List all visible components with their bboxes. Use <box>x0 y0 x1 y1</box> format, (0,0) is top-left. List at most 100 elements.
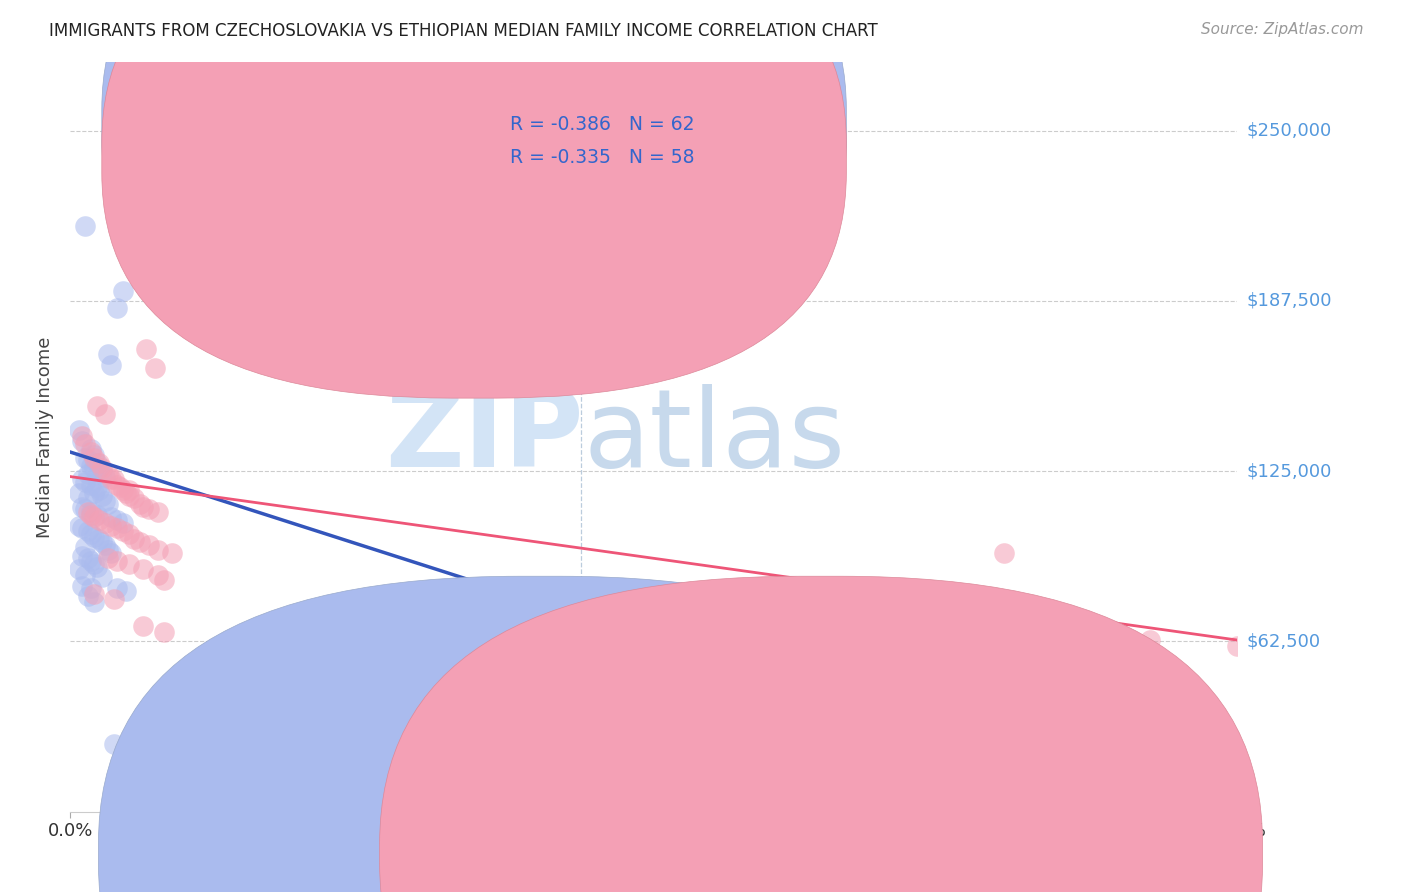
Point <box>149 278 172 293</box>
Point <box>70 428 93 442</box>
Text: IMMIGRANTS FROM CZECHOSLOVAKIA VS ETHIOPIAN MEDIAN FAMILY INCOME CORRELATION CHA: IMMIGRANTS FROM CZECHOSLOVAKIA VS ETHIOP… <box>49 22 877 40</box>
Point <box>111 483 134 498</box>
Point <box>73 541 96 555</box>
Point <box>152 573 174 587</box>
Point <box>118 526 141 541</box>
Point <box>86 508 108 522</box>
Point <box>67 423 90 437</box>
Point <box>80 554 103 568</box>
Point <box>83 461 105 475</box>
Point <box>70 472 93 486</box>
Point <box>100 472 122 486</box>
Point <box>89 533 111 547</box>
Point <box>100 518 122 533</box>
Point <box>129 497 152 511</box>
Point <box>86 456 108 470</box>
Point <box>94 538 117 552</box>
Text: $250,000: $250,000 <box>1247 121 1331 139</box>
Point <box>80 477 103 491</box>
Point <box>118 557 141 571</box>
Point <box>89 483 111 498</box>
Point <box>105 513 128 527</box>
Point <box>105 554 128 568</box>
Point <box>97 543 120 558</box>
Point <box>100 510 122 524</box>
Point <box>73 437 96 451</box>
Text: ZIP: ZIP <box>385 384 583 490</box>
Point <box>73 475 96 489</box>
Point <box>138 538 160 552</box>
Point <box>146 567 169 582</box>
Point <box>105 477 128 491</box>
Point <box>80 458 103 473</box>
Point <box>146 505 169 519</box>
Point <box>97 551 120 566</box>
Point <box>80 445 103 459</box>
FancyBboxPatch shape <box>101 0 846 365</box>
Point <box>105 301 128 315</box>
Point <box>94 407 117 421</box>
Point <box>1226 639 1249 653</box>
Point <box>70 434 93 449</box>
Text: $125,000: $125,000 <box>1247 462 1331 480</box>
Point <box>76 505 98 519</box>
Point <box>111 516 134 530</box>
Point <box>89 456 111 470</box>
Point <box>80 526 103 541</box>
Point <box>80 582 103 596</box>
FancyBboxPatch shape <box>101 0 846 398</box>
Point <box>86 481 108 495</box>
Point <box>143 742 166 756</box>
Point <box>91 535 114 549</box>
Point <box>1080 631 1102 645</box>
Point <box>91 464 114 478</box>
Point <box>111 524 134 538</box>
Point <box>70 549 93 563</box>
Point <box>97 497 120 511</box>
Point <box>80 505 103 519</box>
Point <box>103 737 125 751</box>
Point <box>146 543 169 558</box>
Point <box>91 570 114 584</box>
Text: atlas: atlas <box>583 384 846 490</box>
Point <box>94 469 117 483</box>
Point <box>91 489 114 503</box>
Point <box>105 582 128 596</box>
Text: R = -0.335   N = 58: R = -0.335 N = 58 <box>510 148 695 167</box>
Point <box>152 624 174 639</box>
Point <box>76 551 98 566</box>
Point <box>67 562 90 576</box>
Point <box>83 557 105 571</box>
Point <box>83 450 105 465</box>
Point <box>135 342 157 356</box>
Text: $62,500: $62,500 <box>1247 632 1320 650</box>
Point <box>132 619 155 633</box>
Point <box>67 518 90 533</box>
Point <box>118 489 141 503</box>
Point <box>76 453 98 467</box>
Point <box>80 508 103 522</box>
Point <box>993 546 1015 560</box>
Text: $187,500: $187,500 <box>1247 292 1331 310</box>
Point <box>73 567 96 582</box>
Point <box>89 461 111 475</box>
Point <box>138 502 160 516</box>
Text: Median Family Income: Median Family Income <box>35 336 53 538</box>
Point <box>76 491 98 506</box>
Point <box>73 450 96 465</box>
Point <box>111 285 134 299</box>
Point <box>1139 633 1161 648</box>
Point <box>89 513 111 527</box>
Point <box>83 595 105 609</box>
Point <box>628 633 651 648</box>
Point <box>905 622 928 636</box>
Point <box>132 562 155 576</box>
FancyBboxPatch shape <box>437 103 754 186</box>
Text: Immigrants from Czechoslovakia: Immigrants from Czechoslovakia <box>565 845 852 863</box>
Point <box>76 524 98 538</box>
Point <box>97 347 120 361</box>
Point <box>91 461 114 475</box>
Point <box>129 535 152 549</box>
Point <box>86 399 108 413</box>
Point <box>73 502 96 516</box>
